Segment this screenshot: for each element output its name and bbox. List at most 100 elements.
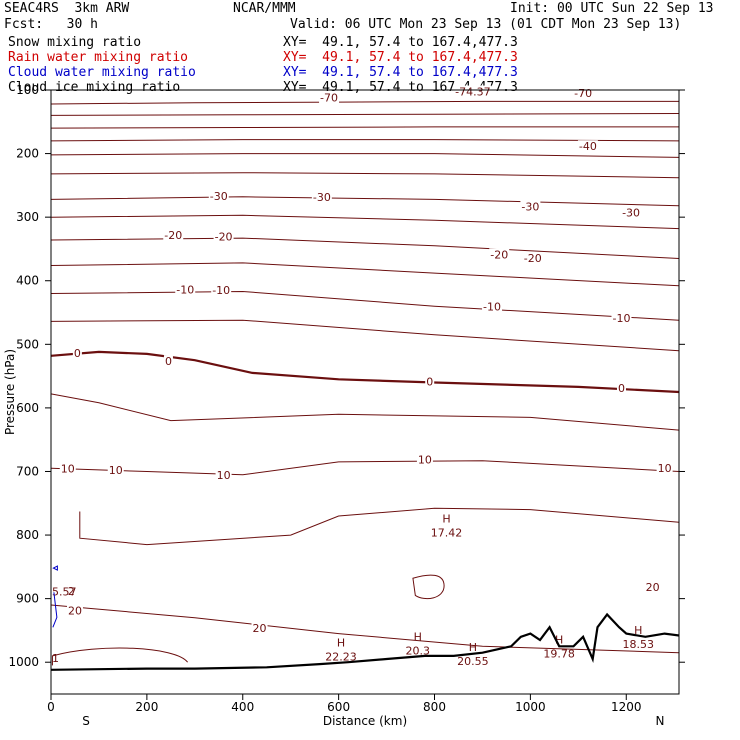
- max-value: 20.3: [405, 644, 430, 657]
- mixing-ratio-label: 1: [52, 652, 59, 665]
- max-marker: H: [469, 641, 477, 654]
- contour-label-bg: [644, 580, 661, 594]
- contour-label: 10: [217, 469, 231, 482]
- contour-label-bg: [163, 229, 184, 243]
- x-tick-label: 1000: [515, 700, 546, 714]
- contour-line: [50, 214, 680, 230]
- contour-line: [50, 262, 680, 287]
- y-tick-label: 400: [16, 274, 39, 288]
- contour-label-bg: [482, 300, 503, 314]
- contour-label: 10: [61, 463, 75, 476]
- valid-time: Valid: 06 UTC Mon 23 Sep 13 (01 CDT Mon …: [290, 17, 682, 32]
- contour-label-bg: [577, 140, 598, 154]
- contour-line: [50, 604, 680, 654]
- x-tick-label: 200: [135, 700, 158, 714]
- contour-label: -40: [579, 140, 597, 153]
- x-tick-label: 1200: [611, 700, 642, 714]
- contour-label: 20: [68, 604, 82, 617]
- model-label: SEAC4RS 3km ARW: [4, 1, 130, 16]
- terrain-line: [50, 612, 680, 671]
- y-tick-label: 200: [16, 147, 39, 161]
- contour-line: [50, 126, 679, 129]
- field-label: Cloud ice mixing ratio: [8, 80, 181, 95]
- contour-label-bg: [59, 462, 76, 476]
- contour-label-bg: [251, 622, 268, 636]
- contour-label: 0: [618, 382, 625, 395]
- contour-line: [50, 393, 680, 431]
- mixing-ratio-label: 5.57: [52, 585, 77, 598]
- forecast-hour: Fcst: 30 h: [4, 17, 98, 32]
- contour-line: [50, 196, 680, 207]
- closed-contour: [412, 574, 445, 600]
- max-value: 19.78: [543, 647, 575, 660]
- max-marker: H: [634, 624, 642, 637]
- contour-line: [50, 350, 680, 394]
- contour-label-bg: [319, 91, 340, 105]
- contour-label-bg: [163, 355, 173, 369]
- plot-frame: [50, 89, 680, 695]
- contour-label: -30: [622, 206, 640, 219]
- contour-label-bg: [416, 453, 433, 467]
- contour-label-bg: [616, 381, 626, 395]
- contour-label-bg: [208, 189, 229, 203]
- contour-label: 10: [109, 464, 123, 477]
- contour-label-bg: [489, 248, 510, 262]
- contour-label-bg: [66, 604, 83, 618]
- surface-contour: [51, 647, 189, 666]
- contour-label: -20: [524, 252, 542, 265]
- contour-label-bg: [211, 283, 232, 297]
- contour-label: -20: [164, 229, 182, 242]
- contour-label: -30: [210, 190, 228, 203]
- contour-label: -30: [521, 201, 539, 214]
- max-marker: H: [337, 637, 345, 650]
- contour-label-bg: [175, 283, 196, 297]
- x-tick-label: 400: [231, 700, 254, 714]
- contour-label: 20: [253, 622, 267, 635]
- contour-label: -10: [612, 312, 630, 325]
- contour-label: 0: [165, 355, 172, 368]
- north-label: N: [656, 714, 665, 728]
- contour-label: 20: [646, 581, 660, 594]
- max-marker: H: [555, 633, 563, 646]
- contour-line: [50, 100, 679, 105]
- contour-line: [50, 290, 680, 321]
- contour-label: -10: [212, 284, 230, 297]
- cloud-water-contour: [52, 565, 58, 628]
- x-axis-label: Distance (km): [323, 714, 407, 728]
- contour-line: [50, 460, 680, 476]
- x-tick-label: 0: [47, 700, 55, 714]
- init-time: Init: 00 UTC Sun 22 Sep 13: [510, 1, 714, 16]
- y-tick-label: 900: [16, 592, 39, 606]
- contour-label-bg: [72, 346, 82, 360]
- contour-label: 0: [426, 375, 433, 388]
- contour-label-bg: [213, 230, 234, 244]
- y-axis-label: Pressure (hPa): [3, 349, 17, 435]
- contour-label-bg: [621, 206, 642, 220]
- field-xy-range: XY= 49.1, 57.4 to 167.4,477.3: [283, 35, 518, 50]
- contour-label: -30: [313, 191, 331, 204]
- contour-line: [50, 113, 680, 116]
- south-label: S: [82, 714, 90, 728]
- field-xy-range: XY= 49.1, 57.4 to 167.4,477.3: [283, 65, 518, 80]
- contour-label-bg: [107, 463, 124, 477]
- max-value: 20.55: [457, 655, 489, 668]
- max-value: 22.23: [325, 651, 357, 664]
- contour-label-bg: [215, 468, 232, 482]
- y-tick-label: 500: [16, 337, 39, 351]
- contour-label: -10: [483, 300, 501, 313]
- max-marker: H: [414, 630, 422, 643]
- y-tick-label: 700: [16, 464, 39, 478]
- org-label: NCAR/MMM: [233, 1, 296, 16]
- contour-label: -10: [176, 283, 194, 296]
- y-tick-label: 300: [16, 210, 39, 224]
- contour-label-bg: [611, 311, 632, 325]
- contour-label-bg: [311, 191, 332, 205]
- contour-label-bg: [522, 252, 543, 266]
- contour-line: [50, 319, 680, 352]
- field-xy-range: XY= 49.1, 57.4 to 167.4,477.3: [283, 50, 518, 65]
- contour-label: -70: [574, 87, 592, 100]
- contour-line: [50, 153, 680, 158]
- max-marker: H: [442, 513, 450, 526]
- y-tick-label: 100: [16, 83, 39, 97]
- max-value: 17.42: [431, 527, 463, 540]
